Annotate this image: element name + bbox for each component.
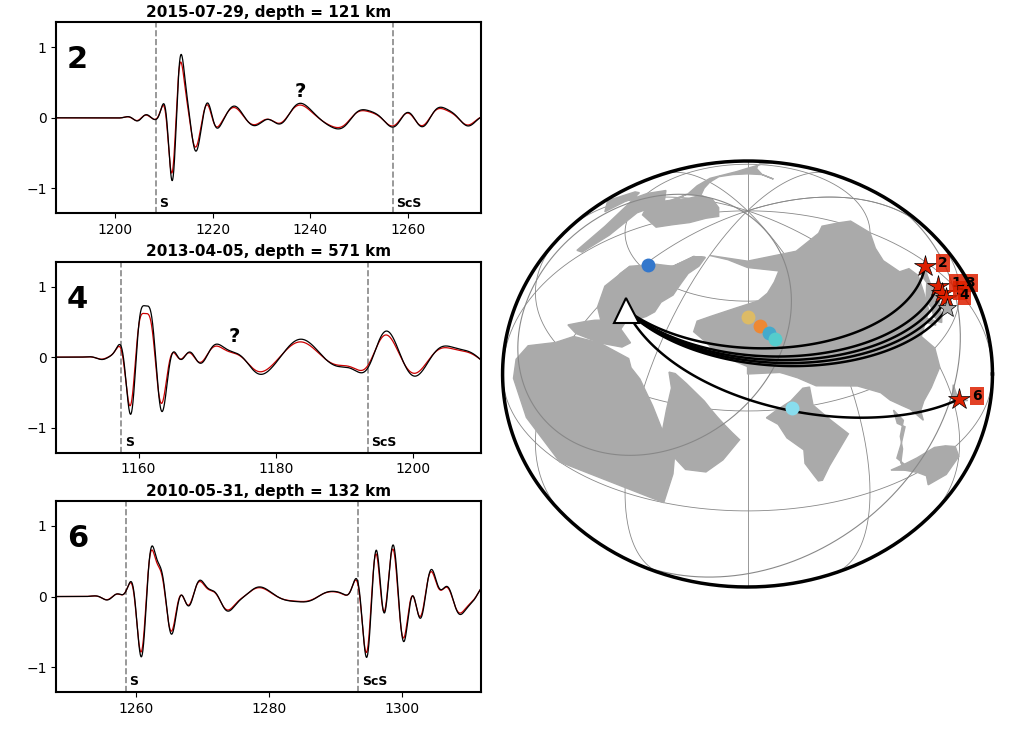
Text: 2: 2 <box>938 257 948 270</box>
Text: ?: ? <box>228 327 241 346</box>
Polygon shape <box>577 162 773 252</box>
Text: ScS: ScS <box>372 436 397 449</box>
Text: 1,3: 1,3 <box>951 276 976 290</box>
Text: S: S <box>125 436 134 449</box>
Polygon shape <box>952 384 968 401</box>
Polygon shape <box>513 337 675 503</box>
Title: 2010-05-31, depth = 132 km: 2010-05-31, depth = 132 km <box>146 484 391 499</box>
Polygon shape <box>641 257 706 288</box>
Text: ScS: ScS <box>396 197 421 209</box>
Polygon shape <box>919 272 942 322</box>
Polygon shape <box>891 446 958 485</box>
Text: ScS: ScS <box>361 675 387 688</box>
Polygon shape <box>503 161 992 587</box>
Polygon shape <box>642 195 719 227</box>
Text: 6: 6 <box>973 389 982 403</box>
Text: ?: ? <box>295 82 306 101</box>
Text: S: S <box>159 197 168 209</box>
Polygon shape <box>693 221 929 378</box>
Polygon shape <box>894 410 918 470</box>
Polygon shape <box>663 372 739 472</box>
Polygon shape <box>568 257 706 347</box>
Polygon shape <box>766 387 849 481</box>
Text: 4: 4 <box>959 289 970 302</box>
Polygon shape <box>748 277 940 420</box>
Polygon shape <box>610 266 630 293</box>
Text: 5: 5 <box>955 283 966 298</box>
Text: 2: 2 <box>67 46 88 74</box>
Text: 4: 4 <box>67 285 88 313</box>
Title: 2013-04-05, depth = 571 km: 2013-04-05, depth = 571 km <box>146 245 391 260</box>
Text: 6: 6 <box>67 524 88 553</box>
Text: S: S <box>129 675 138 688</box>
Polygon shape <box>924 317 936 325</box>
Title: 2015-07-29, depth = 121 km: 2015-07-29, depth = 121 km <box>146 5 391 20</box>
